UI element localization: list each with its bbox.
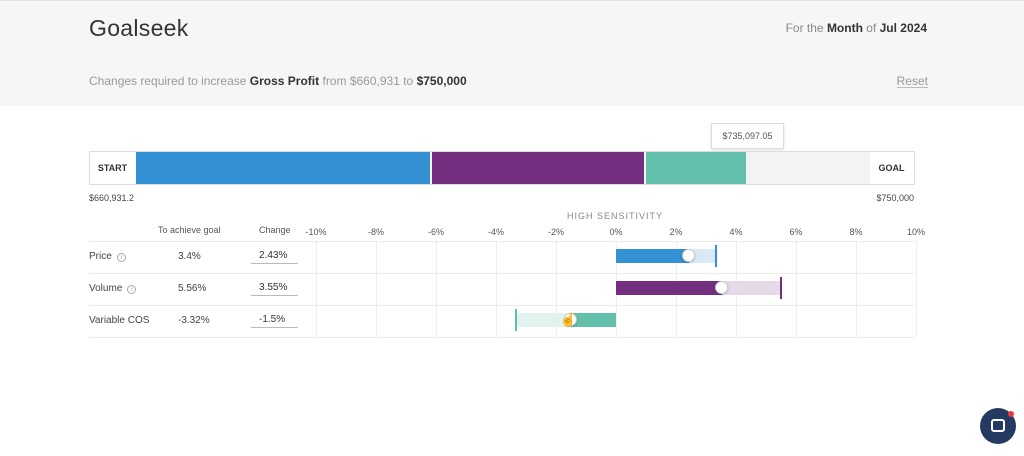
chat-bubble-icon — [991, 419, 1005, 432]
period-unit[interactable]: Month — [826, 21, 863, 35]
row-divider — [89, 305, 915, 306]
grid-line — [916, 241, 917, 337]
period-value[interactable]: Jul 2024 — [879, 21, 927, 35]
change-prefix: Changes required to increase — [89, 74, 247, 88]
period-selector[interactable]: For the Month of Jul 2024 — [786, 21, 927, 35]
grid-line — [796, 241, 797, 337]
grid-line — [316, 241, 317, 337]
start-value: $660,931.2 — [89, 193, 135, 203]
axis-tick-label: 8% — [849, 227, 863, 237]
price-achieve: 3.4% — [178, 251, 201, 262]
price-goal-marker — [715, 245, 717, 267]
variable-cos-label: Variable COS — [89, 315, 150, 326]
cos-segment — [646, 152, 746, 184]
progress-track — [136, 152, 870, 184]
info-icon[interactable]: i — [127, 285, 137, 294]
axis-tick-label: -10% — [305, 227, 327, 237]
axis-tick-label: 0% — [609, 227, 623, 237]
goal-value: $750,000 — [876, 193, 914, 203]
row-label-price: Price i — [89, 251, 126, 262]
axis-tick-label: 2% — [669, 227, 683, 237]
axis-tick-label: 10% — [906, 227, 925, 237]
row-divider — [89, 241, 915, 242]
variable-cos-goal-marker — [515, 309, 517, 331]
period-of: of — [866, 21, 877, 35]
period-prefix: For the — [785, 21, 824, 35]
from-text: from $660,931 to — [322, 74, 414, 88]
volume-slider-handle[interactable] — [715, 281, 728, 294]
start-label: START — [97, 163, 128, 173]
page-title: Goalseek — [89, 15, 189, 41]
row-label-variable-cos: Variable COS — [89, 315, 149, 326]
price-slider-handle[interactable] — [682, 249, 695, 262]
volume-achieve: 5.56% — [178, 283, 207, 294]
variable-cos-change-input[interactable]: -1.5% — [251, 314, 298, 328]
target-value: $750,000 — [416, 74, 467, 88]
axis-tick-label: -8% — [367, 227, 384, 237]
row-divider — [89, 337, 915, 338]
grid-line — [556, 241, 557, 337]
goal-description: Changes required to increase Gross Profi… — [89, 74, 467, 88]
info-icon[interactable]: i — [116, 253, 126, 262]
volume-segment — [432, 152, 644, 184]
axis-tick-label: -6% — [427, 227, 444, 237]
variable-cos-bar — [571, 313, 616, 327]
change-column-header: Change — [259, 225, 291, 235]
row-divider — [89, 273, 915, 274]
row-label-volume: Volume i — [89, 283, 137, 294]
metric-name: Gross Profit — [249, 74, 320, 88]
variable-cos-slider-handle[interactable] — [564, 313, 577, 326]
volume-change-input[interactable]: 3.55% — [251, 282, 298, 296]
projected-value-tooltip: $735,097.05 — [711, 123, 784, 149]
goal-label: GOAL — [878, 163, 905, 173]
axis-tick-label: -2% — [547, 227, 564, 237]
notification-dot — [1008, 411, 1014, 417]
variable-cos-achieve: -3.32% — [178, 315, 210, 326]
volume-bar — [616, 281, 722, 295]
axis-tick-label: 6% — [789, 227, 803, 237]
price-label: Price — [89, 251, 112, 262]
grid-line — [496, 241, 497, 337]
goalseek-header: Goalseek For the Month of Jul 2024 Chang… — [0, 0, 1024, 106]
volume-label: Volume — [89, 283, 123, 294]
price-bar — [616, 249, 689, 263]
hand-cursor-icon: ☝ — [560, 312, 577, 327]
axis-tick-label: -4% — [487, 227, 504, 237]
goal-progress-bar: START GOAL — [89, 151, 915, 185]
grid-line — [376, 241, 377, 337]
sensitivity-title: HIGH SENSITIVITY — [566, 211, 663, 221]
price-segment — [136, 152, 430, 184]
grid-line — [436, 241, 437, 337]
price-change-input[interactable]: 2.43% — [251, 250, 298, 264]
volume-goal-marker — [780, 277, 782, 299]
axis-tick-label: 4% — [729, 227, 743, 237]
grid-line — [856, 241, 857, 337]
reset-link[interactable]: Reset — [896, 74, 928, 88]
achieve-column-header: To achieve goal — [158, 225, 221, 235]
